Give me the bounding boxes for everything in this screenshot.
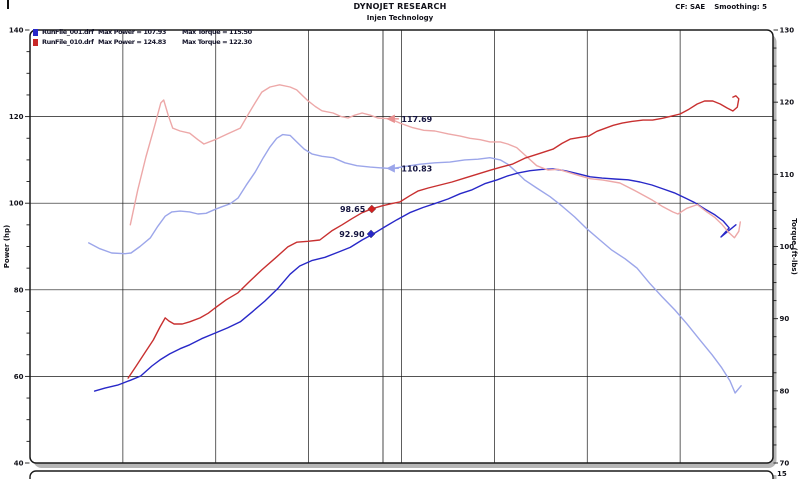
- cursor-marker-98.65: 98.65: [340, 204, 377, 214]
- page-subtitle: Injen Technology: [366, 14, 434, 22]
- svg-text:92.90: 92.90: [339, 230, 365, 239]
- smoothing-setting: Smoothing: 5: [714, 3, 767, 11]
- legend-row-run010: RunFile_010.drf Max Power = 124.83 Max T…: [33, 37, 252, 47]
- svg-text:60: 60: [14, 373, 24, 381]
- svg-text:120: 120: [9, 113, 24, 121]
- run010-filename: RunFile_010.drf: [42, 38, 94, 46]
- curve-runfile-001-power: [93, 168, 737, 392]
- run010-color-swatch-icon: [33, 38, 38, 46]
- run010-max-power: Max Power = 124.83: [98, 38, 167, 46]
- plot-border: [29, 29, 774, 464]
- torque-axis: 70 80 90 100 110 120 130 Torque (ft-lbs): [773, 27, 798, 468]
- svg-text:117.69: 117.69: [401, 115, 432, 124]
- cursor-marker-92.90: 92.90: [339, 229, 376, 239]
- svg-text:100: 100: [780, 243, 795, 251]
- power-axis: 40 60 80 100 120 140 Power (hp): [3, 27, 30, 468]
- curve-runfile-010-torque: [129, 84, 741, 239]
- svg-text:98.65: 98.65: [340, 205, 366, 214]
- run001-filename: RunFile_001.drf: [42, 28, 94, 36]
- run001-max-power: Max Power = 107.93: [98, 28, 167, 36]
- svg-text:40: 40: [14, 460, 24, 468]
- gridlines: [30, 30, 773, 463]
- cursor-marker-110.83: 110.83: [386, 164, 432, 173]
- svg-text:110.83: 110.83: [401, 164, 432, 173]
- run-legend: RunFile_001.drf Max Power = 107.93 Max T…: [33, 27, 252, 47]
- svg-text:90: 90: [780, 315, 790, 323]
- cursor-marker-117.69: 117.69: [386, 114, 433, 124]
- svg-text:80: 80: [780, 387, 790, 395]
- run001-max-torque: Max Torque = 115.50: [182, 28, 252, 36]
- next-panel-axis-tick: 15: [777, 470, 787, 478]
- page-title: DYNOJET RESEARCH: [353, 2, 447, 11]
- svg-text:140: 140: [9, 27, 24, 35]
- screen-artifact: [7, 0, 9, 9]
- svg-text:100: 100: [9, 200, 24, 208]
- run001-color-swatch-icon: [33, 28, 38, 36]
- run010-max-torque: Max Torque = 122.30: [182, 38, 252, 46]
- svg-text:110: 110: [780, 171, 795, 179]
- svg-text:120: 120: [780, 99, 795, 107]
- legend-row-run001: RunFile_001.drf Max Power = 107.93 Max T…: [33, 27, 252, 37]
- cf-setting: CF: SAE: [675, 3, 706, 11]
- svg-text:130: 130: [780, 27, 795, 35]
- curve-runfile-001-torque: [88, 133, 742, 394]
- svg-text:80: 80: [14, 286, 24, 294]
- svg-text:70: 70: [780, 460, 790, 468]
- svg-text:Power (hp): Power (hp): [3, 225, 11, 268]
- correction-settings: CF: SAE Smoothing: 5: [675, 3, 767, 11]
- svg-text:Torque (ft-lbs): Torque (ft-lbs): [790, 218, 798, 275]
- curve-runfile-010-power: [127, 95, 740, 379]
- next-panel: [29, 470, 774, 479]
